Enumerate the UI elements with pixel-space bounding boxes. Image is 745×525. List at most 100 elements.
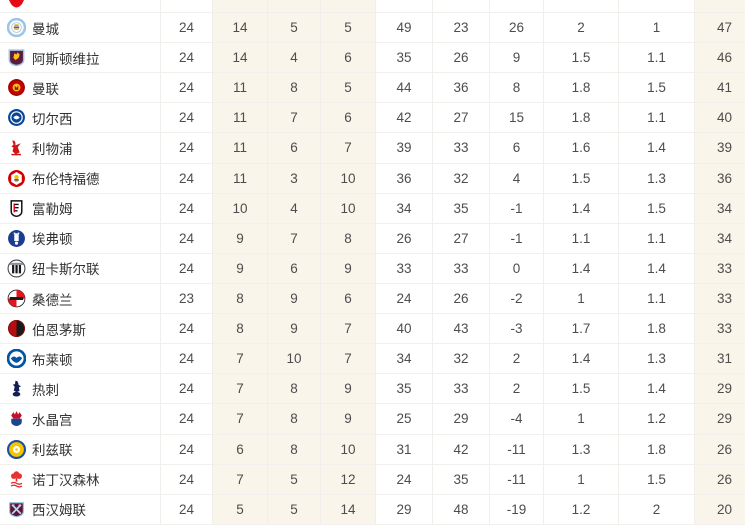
team-cell: 水晶宫 (0, 404, 161, 434)
stat-cell: 24 (161, 314, 213, 344)
table-row[interactable]: 纽卡斯尔联 24 9 6 9 33 33 0 1.4 1.4 33 (0, 253, 745, 284)
stat-cell: 11 (213, 73, 268, 103)
stat-cell: 33 (433, 253, 490, 283)
stat-cell: 1.6 (544, 133, 619, 163)
team-cell: 西汉姆联 (0, 494, 161, 524)
table-row[interactable]: 曼联 24 11 8 5 44 36 8 1.8 1.5 41 (0, 73, 745, 104)
team-name: 水晶宫 (32, 412, 73, 428)
brighton-crest-icon (7, 349, 26, 369)
stat-cell: 39 (695, 133, 745, 163)
stat-cell: 7 (213, 404, 268, 434)
stat-cell: 24 (161, 494, 213, 524)
stat-cell: 1 (544, 283, 619, 314)
stat-cell: 39 (376, 133, 433, 163)
stat-cell: -1 (490, 193, 544, 223)
stat-cell: 10 (268, 344, 321, 374)
man-city-crest-icon (7, 18, 26, 38)
stat-cell: 6 (268, 133, 321, 163)
table-row[interactable]: 水晶宫 24 7 8 9 25 29 -4 1 1.2 29 (0, 404, 745, 435)
table-row[interactable]: 布伦特福德 24 11 3 10 36 32 4 1.5 1.3 36 (0, 163, 745, 194)
stat-cell: 32 (433, 344, 490, 374)
stat-cell: 5 (268, 13, 321, 43)
stat-cell: 5 (268, 494, 321, 524)
team-cell: 布伦特福德 (0, 163, 161, 193)
partial-top-row[interactable] (0, 0, 745, 13)
stat-cell: 0 (490, 253, 544, 283)
stat-cell: 40 (376, 314, 433, 344)
table-row[interactable]: 阿斯顿维拉 24 14 4 6 35 26 9 1.5 1.1 46 (0, 43, 745, 74)
stat-cell: 31 (376, 434, 433, 464)
stat-cell: 40 (695, 103, 745, 133)
stat-cell: 24 (161, 73, 213, 103)
stat-cell: 26 (695, 464, 745, 494)
stat-cell: 34 (376, 193, 433, 223)
team-cell: 伯恩茅斯 (0, 314, 161, 344)
stat-cell: 1.8 (619, 314, 695, 344)
table-row[interactable]: 西汉姆联 24 5 5 14 29 48 -19 1.2 2 20 (0, 494, 745, 525)
stat-cell: 7 (213, 464, 268, 494)
team-name: 纽卡斯尔联 (32, 262, 100, 278)
stat-cell: 29 (376, 494, 433, 524)
stat-cell: 1.7 (544, 314, 619, 344)
table-row[interactable]: 伯恩茅斯 24 8 9 7 40 43 -3 1.7 1.8 33 (0, 314, 745, 345)
stat-cell: 24 (161, 374, 213, 404)
team-name: 阿斯顿维拉 (32, 51, 100, 67)
table-row[interactable]: 切尔西 24 11 7 6 42 27 15 1.8 1.1 40 (0, 103, 745, 134)
stat-cell: 32 (433, 163, 490, 193)
stat-cell (544, 0, 619, 12)
stat-cell: 33 (433, 374, 490, 404)
stat-cell: 42 (433, 434, 490, 464)
stat-cell: 1.4 (544, 193, 619, 223)
stat-cell: 2 (490, 344, 544, 374)
stat-cell: 24 (161, 43, 213, 73)
table-row[interactable]: 诺丁汉森林 24 7 5 12 24 35 -11 1 1.5 26 (0, 464, 745, 495)
table-row[interactable]: 埃弗顿 24 9 7 8 26 27 -1 1.1 1.1 34 (0, 223, 745, 254)
table-row[interactable]: 富勒姆 24 10 4 10 34 35 -1 1.4 1.5 34 (0, 193, 745, 224)
stat-cell: 31 (695, 344, 745, 374)
stat-cell: 24 (161, 103, 213, 133)
stat-cell: 9 (490, 43, 544, 73)
table-row[interactable]: 热刺 24 7 8 9 35 33 2 1.5 1.4 29 (0, 374, 745, 405)
stat-cell: 34 (695, 223, 745, 253)
table-row[interactable]: 利兹联 24 6 8 10 31 42 -11 1.3 1.8 26 (0, 434, 745, 465)
stat-cell (213, 0, 268, 12)
team-name: 曼城 (32, 21, 59, 37)
stat-cell: 1.2 (619, 404, 695, 434)
table-row[interactable]: 利物浦 24 11 6 7 39 33 6 1.6 1.4 39 (0, 133, 745, 164)
team-name: 布伦特福德 (32, 172, 100, 188)
stat-cell: 1.8 (619, 434, 695, 464)
stat-cell: 7 (268, 103, 321, 133)
stat-cell: 26 (695, 434, 745, 464)
stat-cell: 10 (321, 163, 376, 193)
stat-cell: 4 (490, 163, 544, 193)
stat-cell: 42 (376, 103, 433, 133)
stat-cell: 1 (619, 13, 695, 43)
stat-cell: 33 (433, 133, 490, 163)
team-cell: 桑德兰 (0, 283, 161, 314)
stat-cell: 6 (213, 434, 268, 464)
stat-cell: 9 (268, 283, 321, 314)
stat-cell: 7 (268, 223, 321, 253)
stat-cell: 49 (376, 13, 433, 43)
stat-cell: 23 (433, 13, 490, 43)
stat-cell: 8 (490, 73, 544, 103)
team-cell: 曼城 (0, 13, 161, 43)
brentford-crest-icon (7, 169, 26, 188)
team-name: 利物浦 (32, 141, 73, 157)
team-name: 西汉姆联 (32, 503, 86, 519)
stat-cell: 7 (213, 374, 268, 404)
stat-cell: 43 (433, 314, 490, 344)
table-row[interactable]: 布莱顿 24 7 10 7 34 32 2 1.4 1.3 31 (0, 344, 745, 375)
red-shield-fragment-icon (7, 0, 26, 11)
table-row[interactable]: 曼城 24 14 5 5 49 23 26 2 1 47 (0, 13, 745, 44)
stat-cell: 6 (321, 103, 376, 133)
standings-table-body: 曼城 24 14 5 5 49 23 26 2 1 47 阿斯顿维拉 24 14… (0, 13, 745, 525)
team-name: 埃弗顿 (32, 232, 73, 248)
stat-cell: 33 (695, 314, 745, 344)
stat-cell: 10 (321, 193, 376, 223)
table-row[interactable]: 桑德兰 23 8 9 6 24 26 -2 1 1.1 33 (0, 283, 745, 315)
team-cell: 纽卡斯尔联 (0, 253, 161, 283)
team-cell: 热刺 (0, 374, 161, 404)
stat-cell: 1.4 (619, 374, 695, 404)
